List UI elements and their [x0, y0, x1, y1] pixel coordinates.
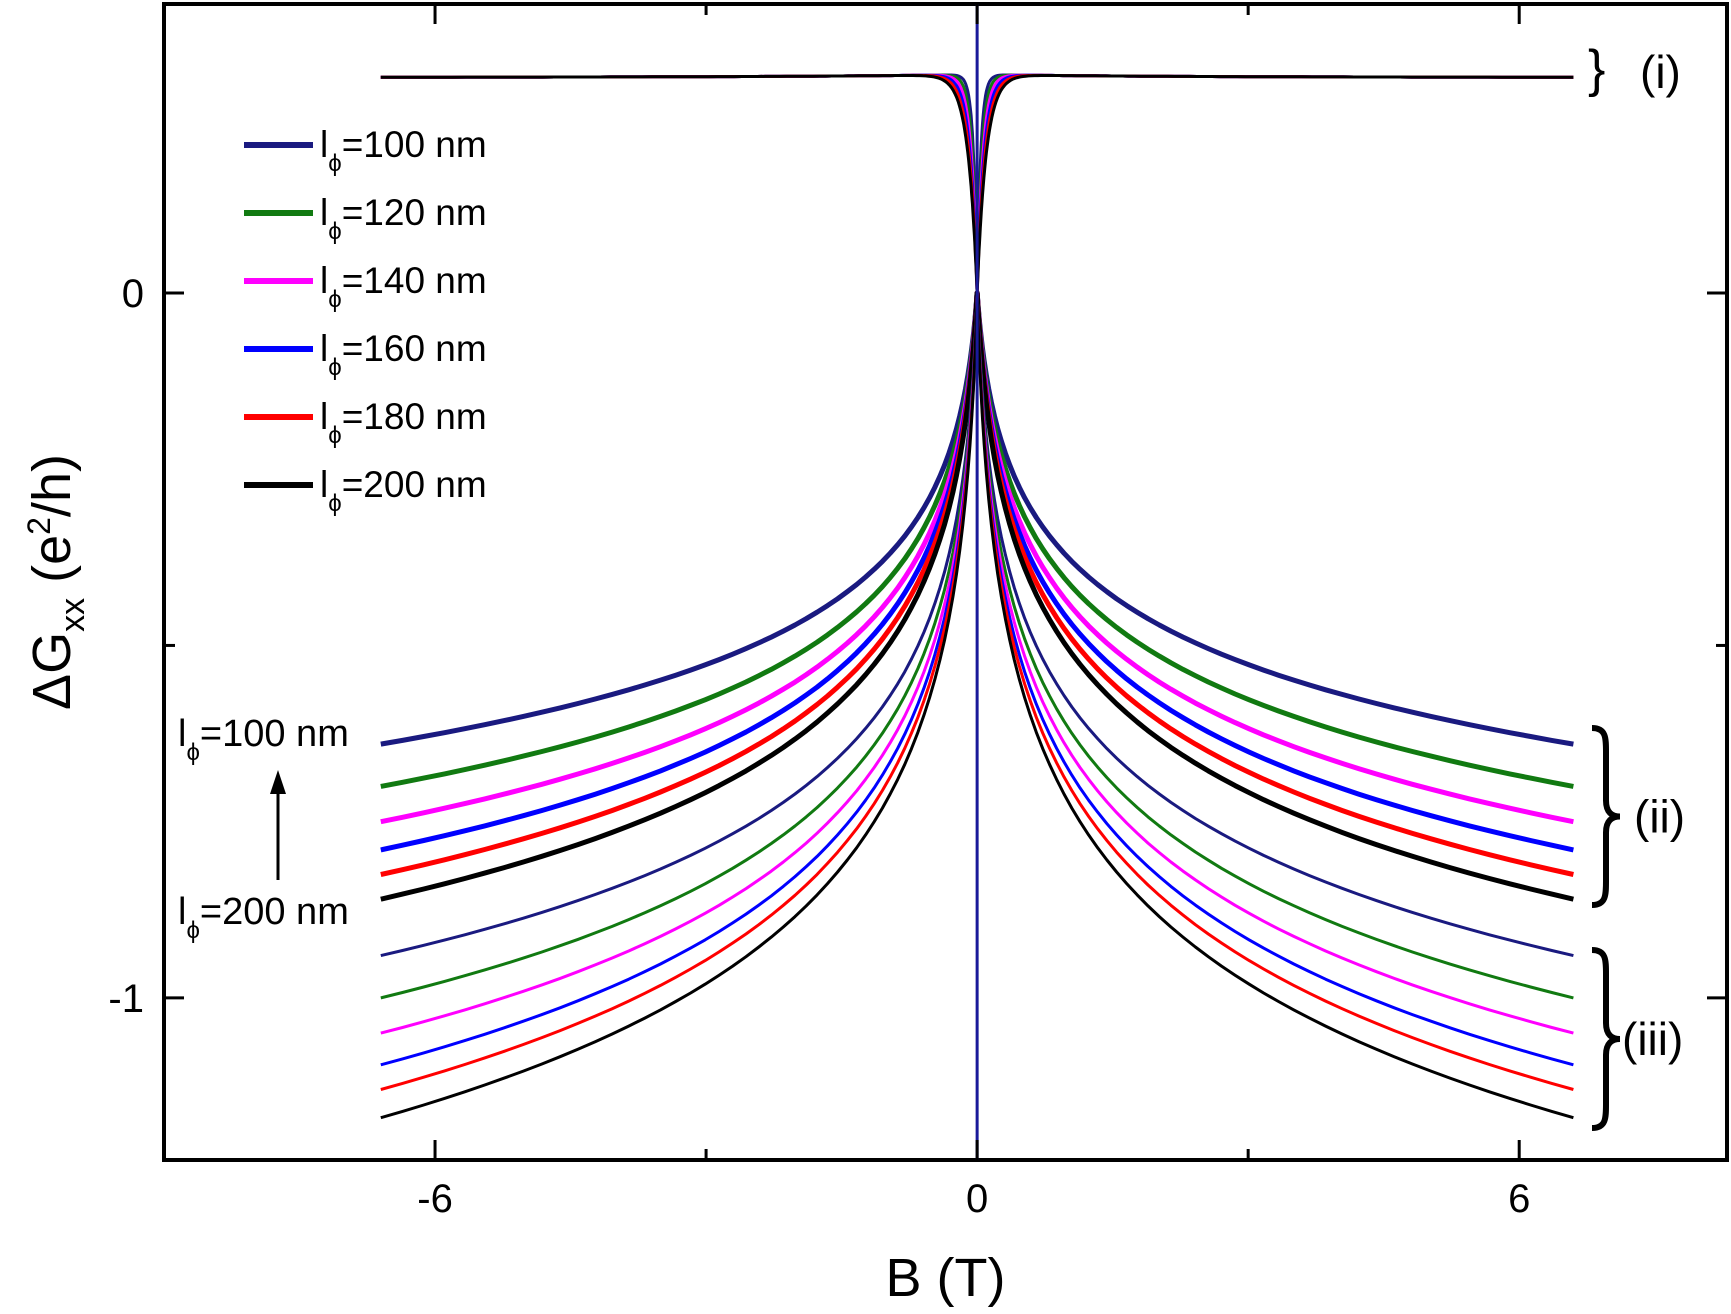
annotation-top-suffix: =100 nm: [200, 713, 349, 755]
legend-label-prefix: l: [320, 192, 328, 233]
brace-iii: [1591, 947, 1621, 1131]
y-label-sub: xx: [54, 598, 92, 632]
legend-label: lϕ=180 nm: [320, 396, 487, 449]
y-axis-label: ΔGxx (e2/h): [21, 454, 92, 710]
legend-label-suffix: =140 nm: [342, 260, 487, 301]
legend-label-suffix: =200 nm: [342, 464, 487, 505]
annotation-top-sub: ϕ: [186, 739, 199, 766]
curves: [380, 4, 1574, 1160]
legend-label: lϕ=100 nm: [320, 124, 487, 177]
legend-label-sub: ϕ: [328, 422, 341, 449]
legend-label-prefix: l: [320, 124, 328, 165]
group-i-label: (i): [1640, 46, 1681, 98]
annotation-top-prefix: l: [178, 713, 186, 755]
legend-label-sub: ϕ: [328, 490, 341, 517]
annotation-bottom-suffix: =200 nm: [200, 891, 349, 933]
y-tick-label: -1: [108, 977, 144, 1021]
y-tick-label: 0: [122, 272, 144, 316]
legend-label-suffix: =160 nm: [342, 328, 487, 369]
legend-label-sub: ϕ: [328, 286, 341, 313]
group-ii-label: (ii): [1634, 791, 1685, 843]
y-label-unit-prefix: (e: [22, 535, 82, 598]
annotation-bottom: lϕ=200 nm: [178, 891, 349, 944]
legend-label: lϕ=120 nm: [320, 192, 487, 245]
legend-label-sub: ϕ: [328, 218, 341, 245]
legend-label-prefix: l: [320, 260, 328, 301]
x-axis-label: B (T): [886, 1248, 1006, 1308]
y-label-unit-sup: 2: [21, 517, 57, 535]
legend-label-sub: ϕ: [328, 354, 341, 381]
plot-frame: [162, 2, 1729, 1162]
x-tick-label: 6: [1508, 1177, 1530, 1221]
legend-label-prefix: l: [320, 396, 328, 437]
annotation-bottom-prefix: l: [178, 891, 186, 933]
y-label-main: ΔG: [22, 632, 82, 710]
legend-label-sub: ϕ: [328, 150, 341, 177]
brace-i: }: [1588, 40, 1605, 98]
axis-labels: B (T) ΔGxx (e2/h): [21, 454, 1005, 1308]
legend-label: lϕ=160 nm: [320, 328, 487, 381]
x-tick-label: -6: [417, 1177, 453, 1221]
annotation-top: lϕ=100 nm: [178, 713, 349, 766]
legend-label-prefix: l: [320, 328, 328, 369]
legend-label-suffix: =180 nm: [342, 396, 487, 437]
legend-label: lϕ=200 nm: [320, 464, 487, 517]
legend-label-suffix: =100 nm: [342, 124, 487, 165]
legend-label: lϕ=140 nm: [320, 260, 487, 313]
arrow-head: [270, 770, 286, 794]
x-tick-label: 0: [966, 1177, 988, 1221]
group-iii-label: (iii): [1622, 1013, 1683, 1065]
legend-label-suffix: =120 nm: [342, 192, 487, 233]
legend-label-prefix: l: [320, 464, 328, 505]
annotation-bottom-sub: ϕ: [186, 917, 199, 944]
brace-ii: [1591, 725, 1621, 908]
y-label-unit-suffix: /h): [22, 454, 82, 517]
axes: -6 0 6 0 -1: [108, 4, 1727, 1221]
